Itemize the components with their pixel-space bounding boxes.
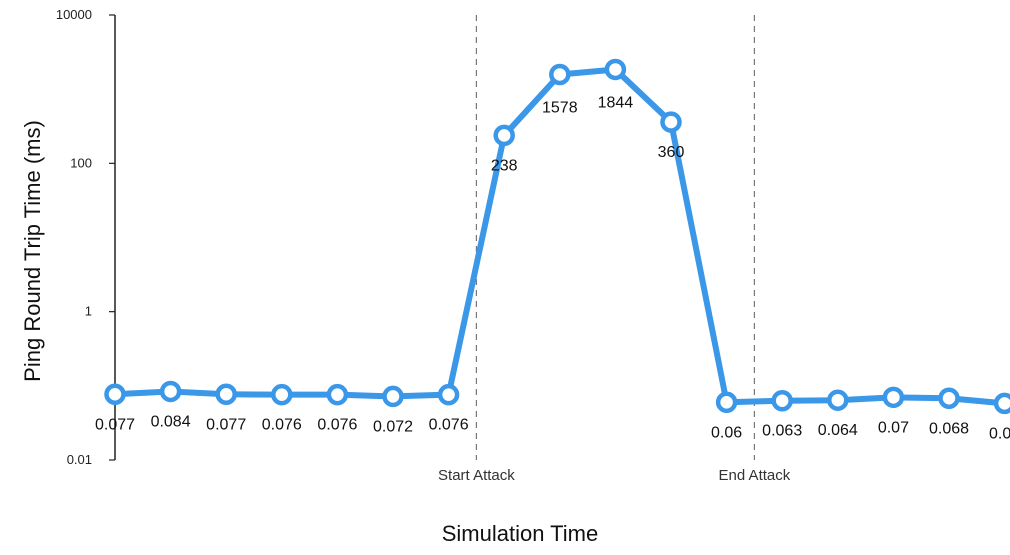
data-label: 0.077 bbox=[206, 416, 246, 433]
y-tick-label: 0.01 bbox=[67, 452, 92, 467]
y-tick-label: 100 bbox=[70, 155, 92, 170]
event-marker-label: End Attack bbox=[719, 467, 791, 484]
data-point bbox=[437, 383, 460, 406]
data-label: 238 bbox=[491, 157, 518, 174]
y-tick-label: 10000 bbox=[56, 7, 92, 22]
data-label: 0.07 bbox=[878, 419, 909, 436]
data-label: 0.063 bbox=[762, 423, 802, 440]
data-label: 1844 bbox=[598, 94, 634, 111]
y-axis-title: Ping Round Trip Time (ms) bbox=[20, 120, 45, 382]
y-ticks: 0.01 1 100 10000 bbox=[56, 7, 115, 467]
data-point bbox=[715, 391, 738, 414]
series-layer bbox=[104, 58, 1010, 415]
data-point bbox=[993, 392, 1010, 415]
data-point bbox=[938, 387, 960, 410]
data-point bbox=[660, 111, 682, 133]
data-label: 0.064 bbox=[818, 422, 858, 439]
data-label: 0.084 bbox=[151, 413, 191, 430]
x-axis-title: Simulation Time bbox=[442, 521, 599, 546]
data-point bbox=[882, 386, 905, 409]
event-marker-label: Start Attack bbox=[438, 467, 515, 484]
data-point bbox=[549, 63, 571, 86]
event-markers: Start Attack End Attack bbox=[438, 15, 791, 484]
data-point bbox=[493, 124, 515, 147]
y-tick-label: 1 bbox=[85, 304, 92, 319]
data-point bbox=[104, 383, 126, 406]
data-label: 0.076 bbox=[429, 417, 469, 434]
data-point bbox=[382, 385, 404, 408]
data-label: 1578 bbox=[542, 99, 578, 116]
data-label: 360 bbox=[658, 144, 685, 161]
data-point bbox=[827, 389, 849, 411]
data-point bbox=[159, 380, 182, 403]
data-point bbox=[771, 389, 793, 412]
data-point bbox=[271, 383, 293, 406]
data-point bbox=[215, 383, 237, 406]
series-line bbox=[112, 66, 1008, 407]
data-label: 0.076 bbox=[317, 417, 357, 434]
data-label: 0.06 bbox=[711, 424, 742, 441]
data-point bbox=[604, 58, 627, 81]
data-point bbox=[326, 383, 349, 406]
data-label: 0.077 bbox=[95, 416, 135, 433]
data-label: 0.072 bbox=[373, 418, 413, 435]
data-label: 0.076 bbox=[262, 417, 302, 434]
data-label: 0.05 bbox=[989, 425, 1010, 442]
data-label: 0.068 bbox=[929, 420, 969, 437]
data-labels: 0.077 0.084 0.077 0.076 0.076 0.072 0.076 238 15… bbox=[95, 94, 1010, 442]
